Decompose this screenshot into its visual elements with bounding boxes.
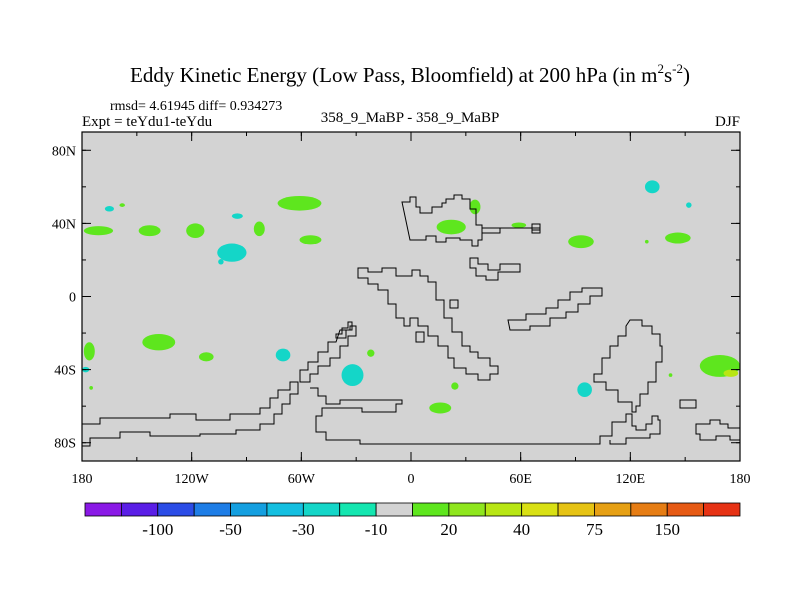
- expt-label: Expt = teYdu1-teYdu: [82, 114, 213, 130]
- title-mid: s: [664, 63, 672, 87]
- stats-label: rmsd= 4.61945 diff= 0.934273: [110, 99, 282, 114]
- coastline-island: [679, 399, 697, 409]
- colorbar-box-16: [630, 502, 668, 517]
- anomaly-region-5: [119, 203, 125, 207]
- colorbar-label: 40: [513, 520, 530, 539]
- x-tick-label: 180: [730, 472, 751, 487]
- colorbar-box-14: [557, 502, 595, 517]
- coastline-feature-1: [335, 321, 353, 339]
- coastline-antarctica-east: [310, 387, 661, 445]
- anomaly-region-6: [231, 213, 243, 219]
- colorbar-box-12: [484, 502, 523, 517]
- colorbar-box-13: [521, 502, 559, 517]
- chart-title: Eddy Kinetic Energy (Low Pass, Bloomfiel…: [130, 61, 690, 87]
- anomaly-region-25: [275, 348, 291, 362]
- colorbar-label: -100: [142, 520, 173, 539]
- colorbar-box-7: [302, 502, 341, 517]
- map-background: [82, 132, 740, 461]
- colorbar-label: 150: [654, 520, 680, 539]
- y-tick-label: 40N: [52, 217, 76, 232]
- season-label: DJF: [715, 114, 740, 130]
- anomaly-region-28: [451, 382, 459, 390]
- title-main: Eddy Kinetic Energy (Low Pass, Bloomfiel…: [130, 63, 657, 87]
- anomaly-region-21: [83, 342, 95, 361]
- axis-ticks: 180 120W 60W 0 60E 120E 180 80N 40N 0 40S 80S: [52, 132, 751, 487]
- colorbar-label: -50: [219, 520, 242, 539]
- anomaly-region-2: [138, 225, 161, 237]
- coastline-australia: [593, 319, 663, 413]
- center-label: 358_9_MaBP - 358_9_MaBP: [321, 110, 500, 126]
- y-tick-label: 80S: [54, 437, 76, 452]
- colorbar-box-2: [120, 502, 159, 517]
- y-tick-label: 0: [69, 291, 76, 306]
- anomaly-region-8: [217, 243, 247, 262]
- y-tick-label: 80N: [52, 144, 76, 159]
- anomaly-region-26: [341, 364, 364, 387]
- anomaly-region-19: [644, 239, 649, 244]
- anomaly-region-33: [668, 373, 673, 377]
- anomaly-region-32: [723, 369, 739, 377]
- anomaly-region-7: [253, 221, 265, 237]
- colorbar-label: 20: [440, 520, 457, 539]
- x-tick-label: 120E: [616, 472, 646, 487]
- colorbar-box-8: [339, 502, 377, 517]
- colorbar-box-10: [412, 502, 450, 517]
- colorbar-box-17: [666, 502, 705, 517]
- coastline-antarctica: [82, 381, 299, 447]
- colorbar-label: 75: [586, 520, 603, 539]
- anomaly-region-12: [436, 219, 466, 235]
- y-tick-label: 40S: [54, 364, 76, 379]
- anomaly-region-4: [104, 206, 114, 212]
- coastline-arabia: [469, 257, 521, 281]
- coastline-southeast-asia: [507, 287, 603, 331]
- anomaly-region-27: [367, 349, 375, 357]
- anomaly-region-16: [644, 180, 660, 194]
- anomaly-region-3: [186, 223, 205, 239]
- anomaly-region-1: [83, 226, 114, 236]
- coastline-eurasia: [401, 194, 541, 247]
- colorbar-box-5: [230, 502, 268, 517]
- coastline-feature-3: [531, 223, 541, 231]
- anomaly-region-24: [198, 352, 214, 362]
- coastline-madagascar: [449, 299, 459, 309]
- coastlines: [82, 194, 741, 447]
- colorbar-box-15: [594, 502, 632, 517]
- colorbar-box-11: [448, 502, 486, 517]
- title-sup-2: -2: [672, 61, 683, 76]
- anomaly-region-10: [277, 195, 322, 211]
- coastline-africa: [357, 267, 499, 381]
- map-plot-area: 180 120W 60W 0 60E 120E 180 80N 40N 0 40S 80S: [52, 131, 751, 487]
- title-end: ): [683, 63, 690, 87]
- colorbar-box-9: [375, 502, 413, 517]
- anomaly-region-30: [577, 382, 592, 398]
- colorbar-box-4: [193, 502, 231, 517]
- x-tick-label: 0: [408, 472, 415, 487]
- anomaly-region-11: [299, 235, 322, 245]
- colorbar-label: -10: [365, 520, 388, 539]
- colorbar-box-1: [84, 502, 122, 517]
- coastline-south-america: [299, 325, 357, 383]
- coastline-feature-2: [415, 331, 425, 343]
- x-tick-label: 60E: [509, 472, 532, 487]
- colorbar-box-18: [703, 502, 741, 517]
- anomaly-region-9: [218, 259, 224, 265]
- anomaly-region-13: [469, 199, 481, 215]
- anomaly-region-20: [142, 333, 176, 351]
- title-sup-1: 2: [657, 61, 664, 76]
- colorbar-box-3: [157, 502, 195, 517]
- anomaly-region-29: [429, 402, 452, 414]
- anomaly-regions: [82, 180, 741, 414]
- anomaly-region-23: [89, 386, 93, 390]
- x-tick-label: 120W: [175, 472, 210, 487]
- anomaly-region-18: [665, 232, 691, 244]
- anomaly-region-17: [686, 202, 692, 208]
- colorbar: -100 -50 -30 -10 20 40 75 150: [84, 502, 741, 539]
- colorbar-box-6: [266, 502, 304, 517]
- anomaly-region-14: [511, 222, 527, 228]
- colorbar-label: -30: [292, 520, 315, 539]
- x-tick-label: 180: [72, 472, 93, 487]
- x-tick-label: 60W: [288, 472, 316, 487]
- anomaly-region-15: [568, 235, 594, 249]
